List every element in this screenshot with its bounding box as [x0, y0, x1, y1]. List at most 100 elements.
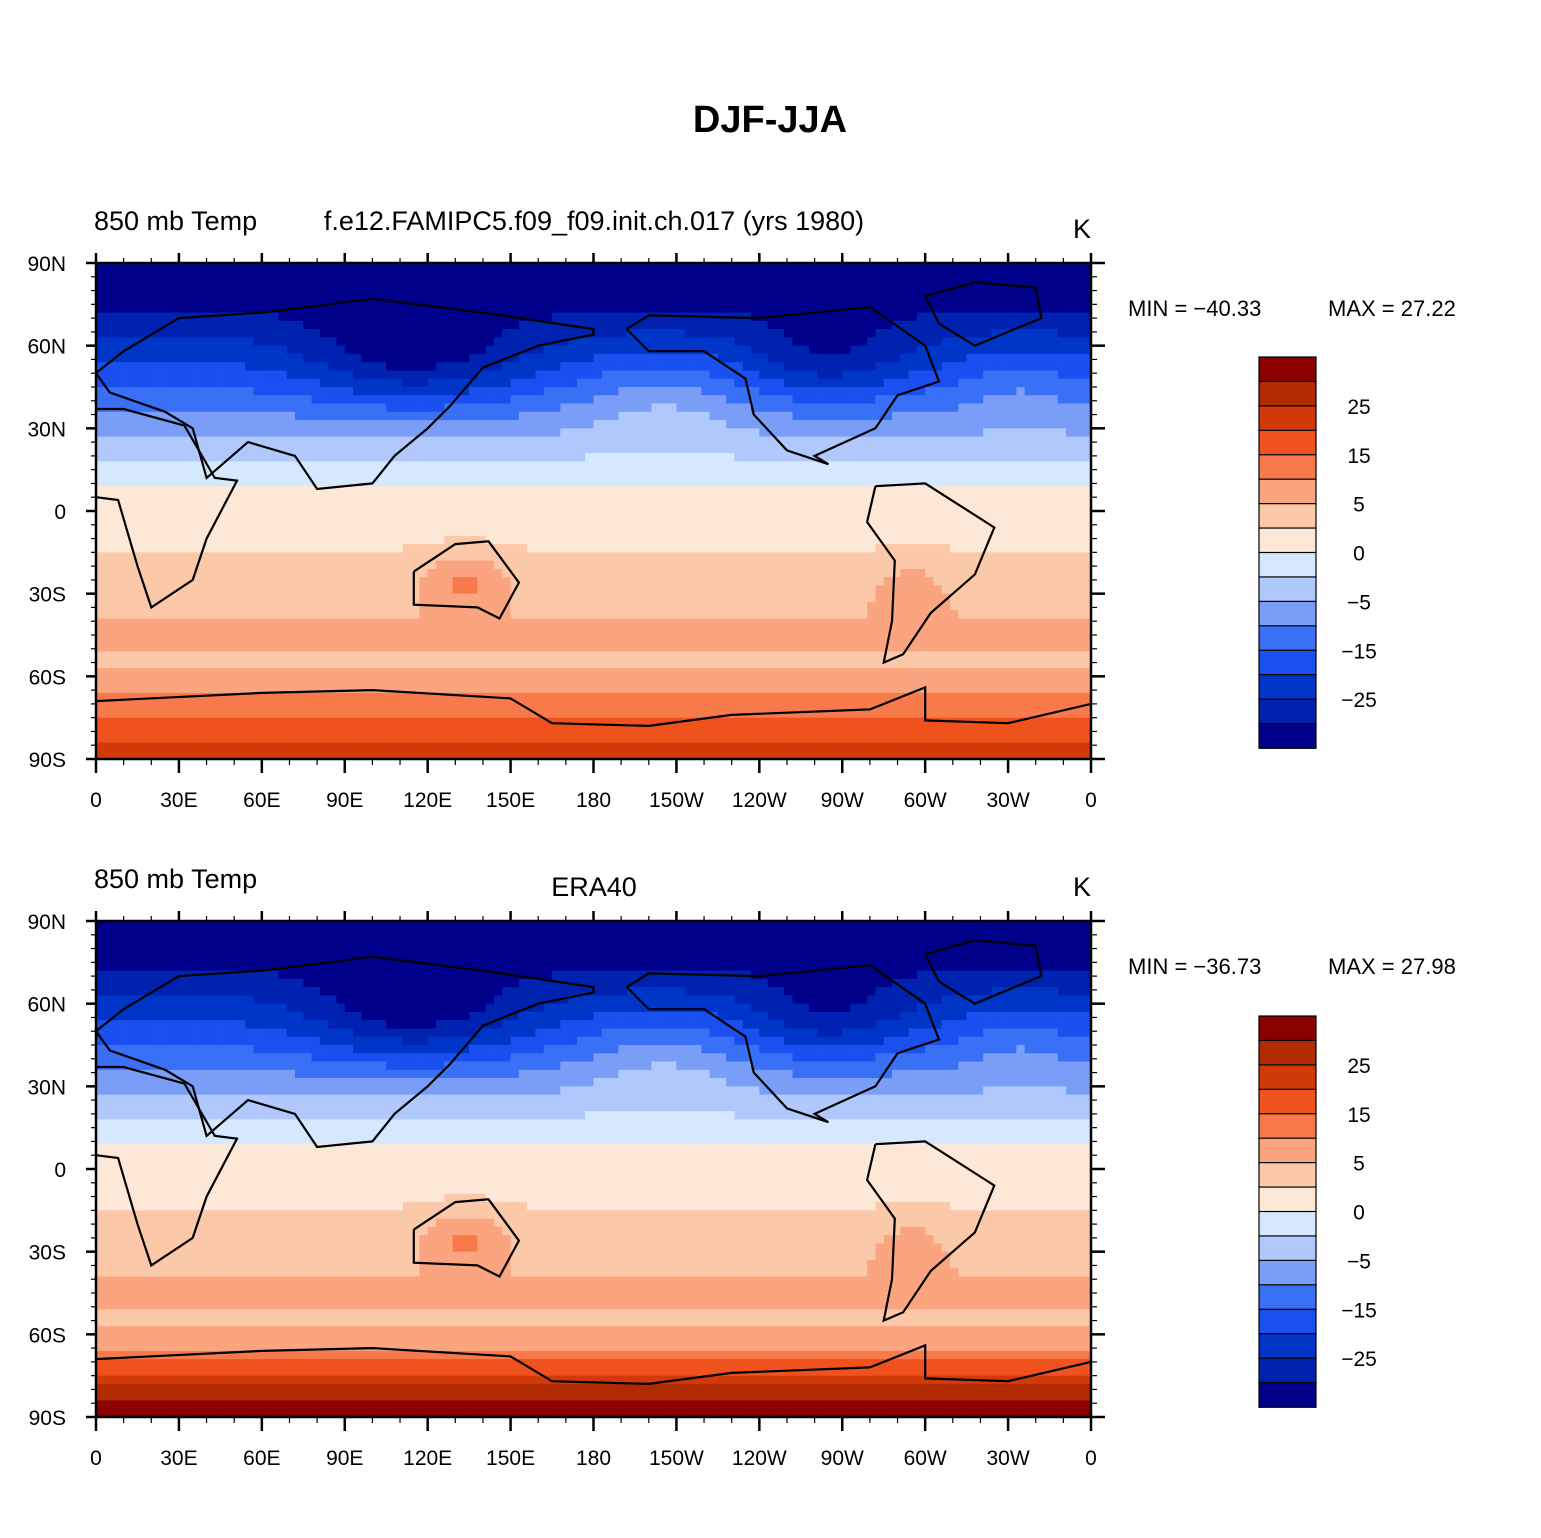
- field-cell: [643, 395, 653, 405]
- field-cell: [552, 544, 561, 553]
- field-cell: [618, 502, 628, 512]
- field-cell: [892, 337, 901, 347]
- field-cell: [643, 477, 653, 487]
- field-cell: [651, 585, 661, 595]
- field-cell: [286, 312, 296, 322]
- field-cell: [394, 345, 404, 355]
- field-cell: [809, 469, 818, 479]
- field-cell: [585, 370, 595, 380]
- field-cell: [568, 469, 578, 479]
- field-cell: [892, 287, 901, 297]
- field-cell: [502, 403, 512, 413]
- field-cell: [236, 263, 246, 272]
- field-cell: [261, 585, 271, 595]
- field-cell: [817, 378, 827, 388]
- field-cell: [328, 519, 338, 529]
- field-cell: [593, 535, 603, 545]
- field-cell: [900, 552, 910, 562]
- field-cell: [958, 453, 968, 462]
- field-cell: [693, 461, 702, 471]
- field-cell: [187, 320, 197, 330]
- field-cell: [535, 568, 545, 578]
- field-cell: [1016, 337, 1026, 347]
- field-cell: [775, 378, 785, 388]
- field-cell: [825, 296, 835, 305]
- field-cell: [867, 370, 877, 380]
- field-cell: [1082, 535, 1091, 545]
- field-cell: [651, 411, 661, 421]
- field-cell: [427, 552, 437, 562]
- field-cell: [601, 577, 611, 586]
- field-cell: [1082, 304, 1091, 314]
- field-cell: [452, 329, 462, 338]
- field-cell: [552, 453, 561, 462]
- field-cell: [270, 469, 280, 479]
- field-cell: [966, 337, 976, 347]
- field-cell: [336, 544, 346, 553]
- field-cell: [137, 287, 147, 297]
- field-cell: [833, 304, 843, 314]
- field-cell: [129, 279, 139, 289]
- field-cell: [154, 329, 163, 338]
- field-cell: [485, 486, 495, 496]
- field-cell: [1074, 287, 1084, 297]
- field-cell: [800, 486, 810, 496]
- field-cell: [394, 527, 404, 537]
- field-cell: [386, 420, 396, 429]
- field-cell: [850, 353, 860, 363]
- field-cell: [319, 601, 329, 611]
- field-cell: [319, 461, 329, 471]
- field-cell: [800, 568, 810, 578]
- field-cell: [966, 304, 976, 314]
- field-cell: [883, 519, 893, 529]
- field-cell: [112, 552, 122, 562]
- field-cell: [1049, 411, 1059, 421]
- field-cell: [120, 403, 130, 413]
- field-cell: [435, 593, 445, 603]
- field-cell: [386, 577, 396, 586]
- field-cell: [701, 453, 711, 462]
- field-cell: [278, 428, 288, 438]
- field-cell: [311, 494, 321, 504]
- field-cell: [593, 362, 603, 372]
- field-cell: [833, 477, 843, 487]
- field-cell: [253, 477, 263, 487]
- field-cell: [892, 304, 901, 314]
- field-cell: [328, 329, 338, 338]
- field-cell: [394, 320, 404, 330]
- field-cell: [485, 345, 495, 355]
- field-cell: [958, 345, 968, 355]
- field-cell: [96, 577, 105, 586]
- field-cell: [228, 436, 238, 446]
- field-cell: [187, 593, 197, 603]
- field-cell: [444, 560, 454, 570]
- field-cell: [303, 353, 313, 363]
- field-cell: [1049, 486, 1059, 496]
- field-cell: [344, 511, 354, 520]
- field-cell: [875, 304, 885, 314]
- field-cell: [236, 502, 246, 512]
- field-cell: [203, 353, 213, 363]
- field-cell: [784, 345, 794, 355]
- field-cell: [502, 420, 512, 429]
- field-cell: [726, 535, 736, 545]
- field-cell: [576, 601, 586, 611]
- field-cell: [411, 420, 420, 429]
- field-cell: [162, 486, 172, 496]
- field-cell: [145, 519, 155, 529]
- field-cell: [228, 362, 238, 372]
- field-cell: [726, 370, 736, 380]
- field-cell: [411, 395, 420, 405]
- field-cell: [435, 436, 445, 446]
- field-cell: [419, 544, 429, 553]
- field-cell: [170, 577, 180, 586]
- field-cell: [278, 486, 288, 496]
- field-cell: [112, 387, 122, 396]
- field-cell: [361, 502, 371, 512]
- field-cell: [162, 362, 172, 372]
- field-cell: [709, 502, 719, 512]
- field-cell: [966, 420, 976, 429]
- field-cell: [245, 552, 255, 562]
- field-cell: [784, 585, 794, 595]
- field-cell: [784, 403, 794, 413]
